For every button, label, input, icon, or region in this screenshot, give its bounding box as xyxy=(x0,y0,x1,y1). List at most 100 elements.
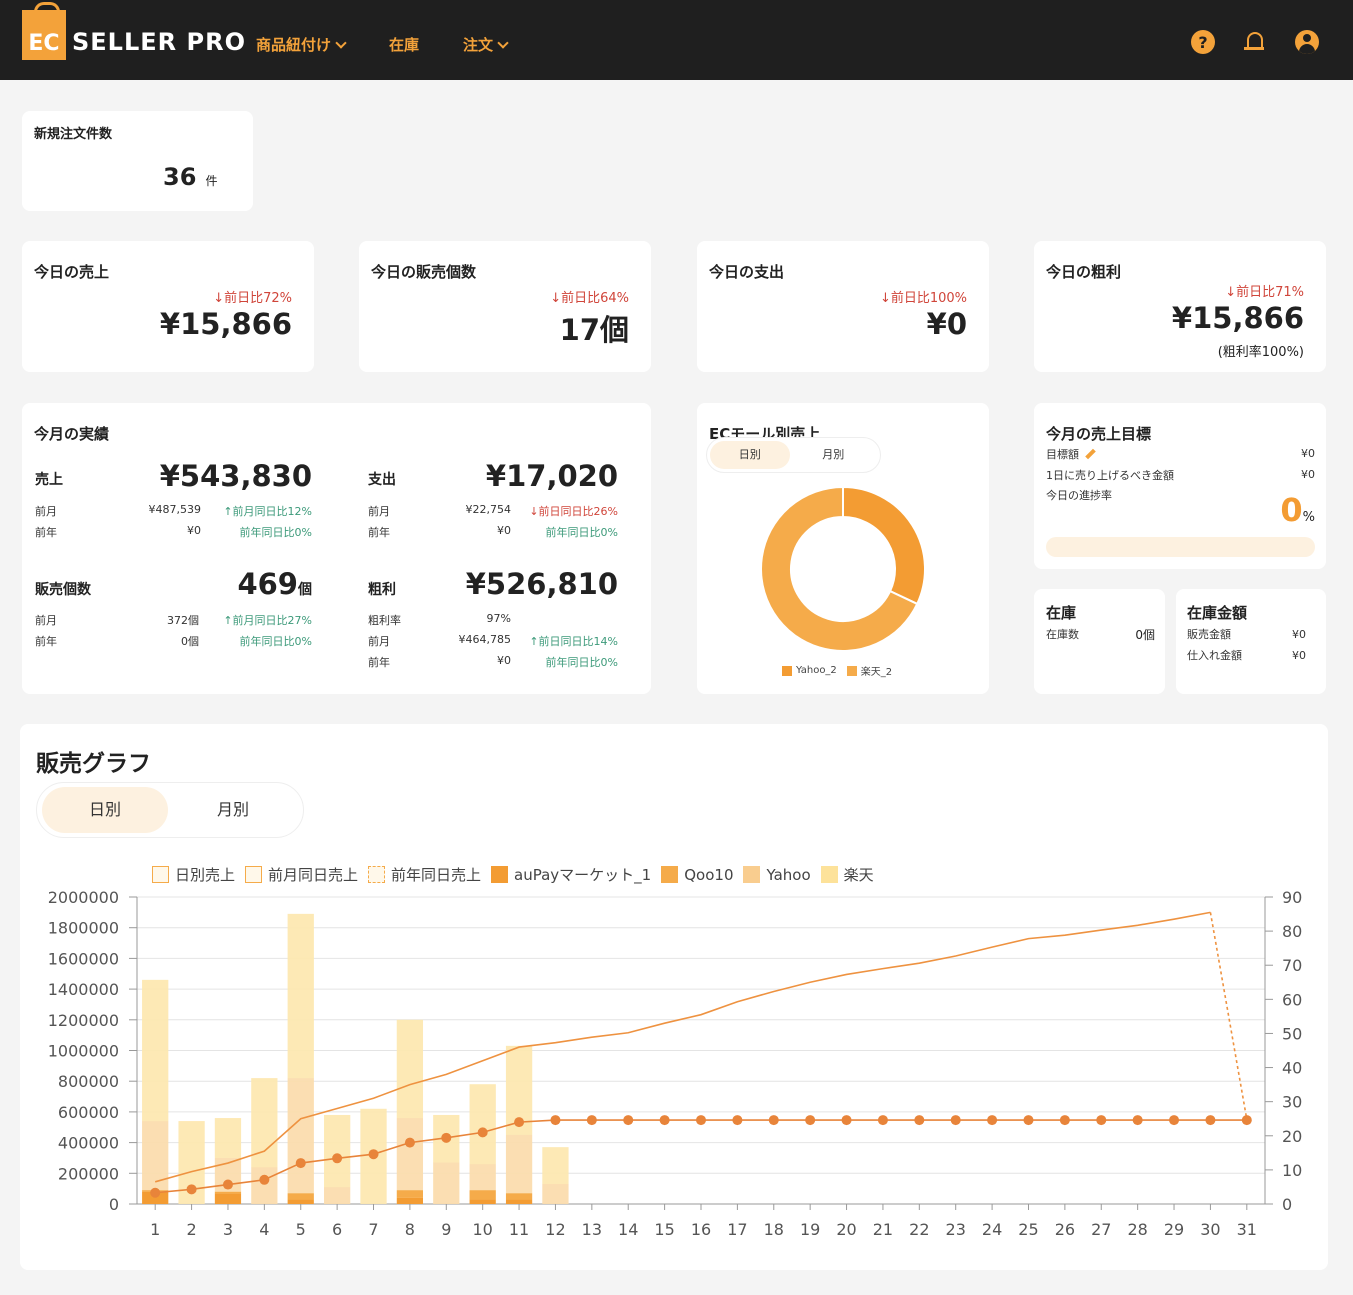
daily-point[interactable] xyxy=(222,1179,233,1190)
user-icon[interactable] xyxy=(1295,30,1319,54)
bar-segment[interactable] xyxy=(505,1193,533,1200)
daily-point[interactable] xyxy=(1132,1115,1143,1126)
legend-item-daily[interactable]: 日別売上 xyxy=(152,864,235,885)
goal-title: 今月の売上目標 xyxy=(1046,425,1152,443)
logo[interactable]: EC SELLER PRO xyxy=(22,2,246,60)
graph-tab-daily[interactable]: 日別 xyxy=(42,787,168,833)
legend-item-yahoo[interactable]: Yahoo xyxy=(743,866,811,884)
x-tick-label: 12 xyxy=(545,1220,565,1239)
bar-segment[interactable] xyxy=(287,1193,314,1200)
y2-tick-label: 90 xyxy=(1282,888,1302,907)
bar-segment[interactable] xyxy=(396,1190,424,1198)
mall-tab-monthly[interactable]: 月別 xyxy=(822,448,845,461)
daily-point[interactable] xyxy=(186,1184,197,1195)
daily-point[interactable] xyxy=(1023,1115,1034,1126)
bar-segment[interactable] xyxy=(324,1187,351,1204)
daily-point[interactable] xyxy=(1096,1115,1107,1126)
daily-point[interactable] xyxy=(1205,1115,1216,1126)
bar-segment[interactable] xyxy=(505,1134,533,1194)
donut-slice-0[interactable] xyxy=(842,485,926,606)
bar-segment[interactable] xyxy=(396,1118,424,1191)
x-tick-label: 1 xyxy=(150,1220,160,1239)
legend-item-prev-month[interactable]: 前月同日売上 xyxy=(245,864,358,885)
bar-segment[interactable] xyxy=(505,1199,533,1204)
pencil-icon[interactable] xyxy=(1085,448,1096,460)
daily-point[interactable] xyxy=(1169,1115,1180,1126)
month-profit-py-change: 前年同日比0% xyxy=(545,656,618,669)
daily-point[interactable] xyxy=(841,1115,852,1126)
bar-segment[interactable] xyxy=(469,1164,496,1191)
bar-segment[interactable] xyxy=(542,1184,569,1204)
prev-month-line xyxy=(154,911,1211,1183)
x-tick-label: 13 xyxy=(582,1220,602,1239)
daily-point[interactable] xyxy=(514,1117,525,1128)
graph-tab-monthly[interactable]: 月別 xyxy=(216,800,249,819)
daily-point[interactable] xyxy=(586,1115,597,1126)
daily-point[interactable] xyxy=(295,1158,306,1169)
bell-icon[interactable] xyxy=(1243,30,1267,54)
bar-segment[interactable] xyxy=(251,1078,278,1168)
daily-point[interactable] xyxy=(332,1153,343,1164)
y2-tick-label: 20 xyxy=(1282,1127,1302,1146)
new-orders-value: 36 xyxy=(163,163,197,191)
bar-segment[interactable] xyxy=(287,1078,314,1194)
help-icon[interactable]: ? xyxy=(1191,30,1215,54)
bar-segment[interactable] xyxy=(542,1147,569,1185)
daily-point[interactable] xyxy=(732,1115,743,1126)
nav-stock[interactable]: 在庫 xyxy=(389,34,419,55)
today-count-title: 今日の販売個数 xyxy=(371,263,477,281)
nav-orders[interactable]: 注文 xyxy=(463,34,509,55)
legend-item-aupay[interactable]: auPayマーケット_1 xyxy=(491,864,651,885)
daily-point[interactable] xyxy=(987,1115,998,1126)
daily-point[interactable] xyxy=(914,1115,925,1126)
daily-point[interactable] xyxy=(477,1127,488,1138)
bar-segment[interactable] xyxy=(142,1191,169,1204)
bar-segment[interactable] xyxy=(469,1199,496,1204)
month-count-pm: 372個 xyxy=(167,614,199,627)
bar-segment[interactable] xyxy=(287,1199,314,1204)
bar-segment[interactable] xyxy=(214,1118,242,1158)
stock-value-title: 在庫金額 xyxy=(1187,604,1248,622)
daily-point[interactable] xyxy=(877,1115,888,1126)
daily-point[interactable] xyxy=(1241,1115,1252,1126)
bar-segment[interactable] xyxy=(324,1114,351,1188)
bar-segment[interactable] xyxy=(396,1197,424,1204)
mall-tab-daily[interactable]: 日別 xyxy=(710,441,790,469)
bar-segment[interactable] xyxy=(214,1193,242,1204)
daily-point[interactable] xyxy=(696,1115,706,1126)
bar-segment[interactable] xyxy=(433,1162,460,1204)
legend-item-prev-year[interactable]: 前年同日売上 xyxy=(368,864,481,885)
daily-point[interactable] xyxy=(805,1115,816,1126)
month-sales-pm: ¥487,539 xyxy=(148,503,202,516)
legend-item-qoo10[interactable]: Qoo10 xyxy=(661,866,733,884)
month-expense-pm-change: ↓前日同日比26% xyxy=(529,505,618,518)
legend-item-rakuten[interactable]: 楽天 xyxy=(820,864,874,885)
daily-point[interactable] xyxy=(368,1149,379,1160)
stock-card: 在庫 在庫数 0個 xyxy=(1034,589,1165,694)
mall-legend-item: 楽天_2 xyxy=(846,663,892,678)
daily-point[interactable] xyxy=(404,1137,415,1148)
month-profit-py-label: 前年 xyxy=(368,656,390,669)
bar-segment[interactable] xyxy=(142,979,169,1122)
bar-segment[interactable] xyxy=(469,1190,496,1200)
daily-point[interactable] xyxy=(950,1115,961,1126)
bar-segment[interactable] xyxy=(287,913,314,1079)
graph-period-toggle: 日別 月別 xyxy=(36,782,304,838)
bar-segment[interactable] xyxy=(396,1019,424,1119)
month-count-py: 0個 xyxy=(181,635,199,648)
bar-segment[interactable] xyxy=(469,1084,496,1165)
daily-point[interactable] xyxy=(659,1115,670,1126)
bar-segment[interactable] xyxy=(214,1191,242,1194)
daily-point[interactable] xyxy=(623,1115,634,1126)
daily-point[interactable] xyxy=(550,1115,561,1126)
new-orders-card[interactable]: 新規注文件数 36 件 xyxy=(22,111,253,211)
month-sales-py: ¥0 xyxy=(187,524,201,537)
nav-product-link[interactable]: 商品紐付け xyxy=(256,34,347,55)
donut-slice-1[interactable] xyxy=(760,485,919,652)
bar-segment[interactable] xyxy=(251,1167,278,1204)
daily-point[interactable] xyxy=(1059,1115,1070,1126)
daily-point[interactable] xyxy=(259,1174,270,1185)
daily-point[interactable] xyxy=(441,1132,452,1143)
daily-point[interactable] xyxy=(768,1115,779,1126)
daily-point[interactable] xyxy=(150,1187,161,1198)
